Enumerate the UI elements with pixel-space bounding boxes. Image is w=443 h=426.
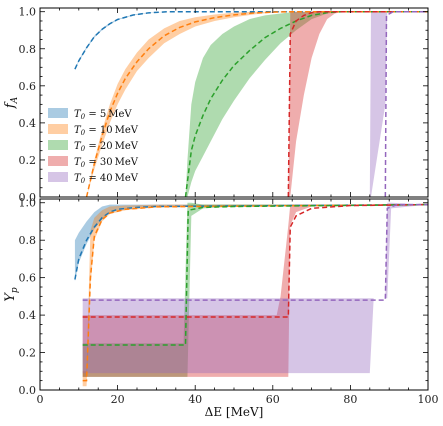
y-tick-label: 0.4 — [19, 117, 37, 130]
band-T0=30MeV — [288, 11, 428, 197]
x-tick-label: 100 — [418, 393, 439, 406]
line-T0=5MeV — [74, 203, 428, 280]
band-T0=30MeV — [82, 204, 428, 377]
y-tick-label: 0.2 — [19, 154, 37, 167]
band-T0=5MeV — [74, 204, 428, 282]
band-T0=40MeV — [369, 11, 428, 197]
band-T0=20MeV — [82, 202, 428, 377]
line-T0=40MeV — [82, 203, 428, 301]
x-tick-label: 20 — [111, 393, 125, 406]
line-T0=20MeV — [184, 10, 428, 197]
legend-swatch — [48, 108, 68, 118]
plot-area — [74, 10, 428, 197]
legend-swatch — [48, 172, 68, 182]
y-tick-label: 0.2 — [19, 347, 37, 360]
x-tick-label: 0 — [37, 393, 44, 406]
line-T0=20MeV — [82, 203, 428, 346]
x-tick-label: 60 — [266, 393, 280, 406]
plot-area — [74, 202, 428, 387]
line-T0=30MeV — [287, 10, 428, 197]
top-panel: 0.0 0.2 0.4 0.6 0.8 1.0 fA T0 = 5 MeV T0 = 10 Me… — [3, 6, 429, 204]
y-tick-label: 0.0 — [19, 384, 37, 397]
line-T0=5MeV — [74, 10, 428, 70]
band-T0=20MeV — [185, 11, 428, 197]
legend-label: T0 = 30 MeV — [74, 157, 139, 169]
x-axis-label: ΔE [MeV] — [205, 405, 264, 419]
legend-swatch — [48, 140, 68, 150]
x-tick-label: 40 — [188, 393, 202, 406]
y-tick-label: 0.4 — [19, 309, 37, 322]
x-tick-label: 80 — [343, 393, 357, 406]
y-tick-label: 0.8 — [19, 43, 37, 56]
line-T0=30MeV — [82, 203, 428, 318]
band-T0=40MeV — [82, 202, 428, 374]
legend-swatch — [48, 124, 68, 134]
y-tick-label: 0.0 — [19, 191, 37, 204]
legend-label: T0 = 20 MeV — [74, 141, 139, 153]
y-tick-label: 0.6 — [19, 272, 37, 285]
line-T0=10MeV — [85, 10, 428, 197]
y-tick-label: 1.0 — [19, 6, 37, 19]
y-axis-label: Yp — [3, 287, 20, 302]
legend-swatch — [48, 156, 68, 166]
y-axis-label: fA — [3, 96, 20, 109]
legend-label: T0 = 5 MeV — [74, 109, 132, 121]
y-tick-label: 1.0 — [19, 197, 37, 210]
bottom-panel: 0.0 0.2 0.4 0.6 0.8 1.0 0 20 40 60 80 100 ΔE [MeV] Yp — [3, 197, 439, 419]
legend-label: T0 = 40 MeV — [74, 173, 139, 185]
line-T0=40MeV — [384, 10, 428, 197]
legend-label: T0 = 10 MeV — [74, 125, 139, 137]
y-tick-label: 0.6 — [19, 80, 37, 93]
y-tick-label: 0.8 — [19, 234, 37, 247]
legend: T0 = 5 MeV T0 = 10 MeV T0 = 20 MeV T0 = 30 … — [48, 108, 139, 185]
